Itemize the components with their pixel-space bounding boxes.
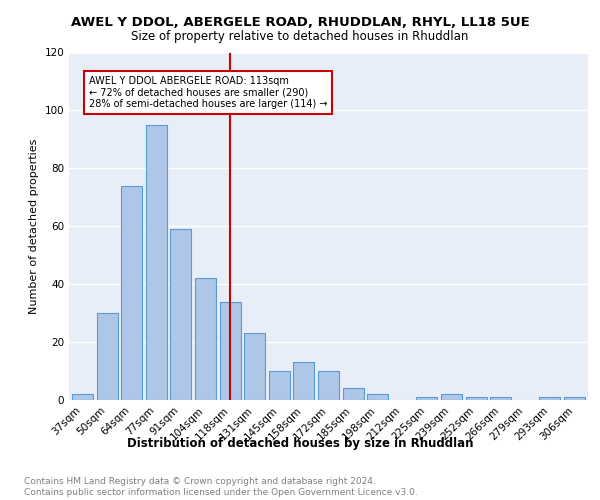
Bar [490, 397, 511, 400]
Bar [269, 371, 290, 400]
Bar [220, 302, 241, 400]
Text: AWEL Y DDOL ABERGELE ROAD: 113sqm
← 72% of detached houses are smaller (290)
28%: AWEL Y DDOL ABERGELE ROAD: 113sqm ← 72% … [89, 76, 327, 109]
Bar [121, 186, 142, 400]
Bar [244, 334, 265, 400]
Bar [343, 388, 364, 400]
Bar [564, 397, 585, 400]
Text: AWEL Y DDOL, ABERGELE ROAD, RHUDDLAN, RHYL, LL18 5UE: AWEL Y DDOL, ABERGELE ROAD, RHUDDLAN, RH… [71, 16, 529, 29]
Bar [293, 362, 314, 400]
Bar [441, 394, 462, 400]
Bar [539, 397, 560, 400]
Text: Size of property relative to detached houses in Rhuddlan: Size of property relative to detached ho… [131, 30, 469, 43]
Y-axis label: Number of detached properties: Number of detached properties [29, 138, 39, 314]
Bar [97, 313, 118, 400]
Bar [416, 397, 437, 400]
Text: Distribution of detached houses by size in Rhuddlan: Distribution of detached houses by size … [127, 438, 473, 450]
Bar [72, 394, 93, 400]
Bar [170, 229, 191, 400]
Bar [367, 394, 388, 400]
Bar [195, 278, 216, 400]
Text: Contains HM Land Registry data © Crown copyright and database right 2024.
Contai: Contains HM Land Registry data © Crown c… [24, 478, 418, 497]
Bar [318, 371, 339, 400]
Bar [146, 125, 167, 400]
Bar [466, 397, 487, 400]
